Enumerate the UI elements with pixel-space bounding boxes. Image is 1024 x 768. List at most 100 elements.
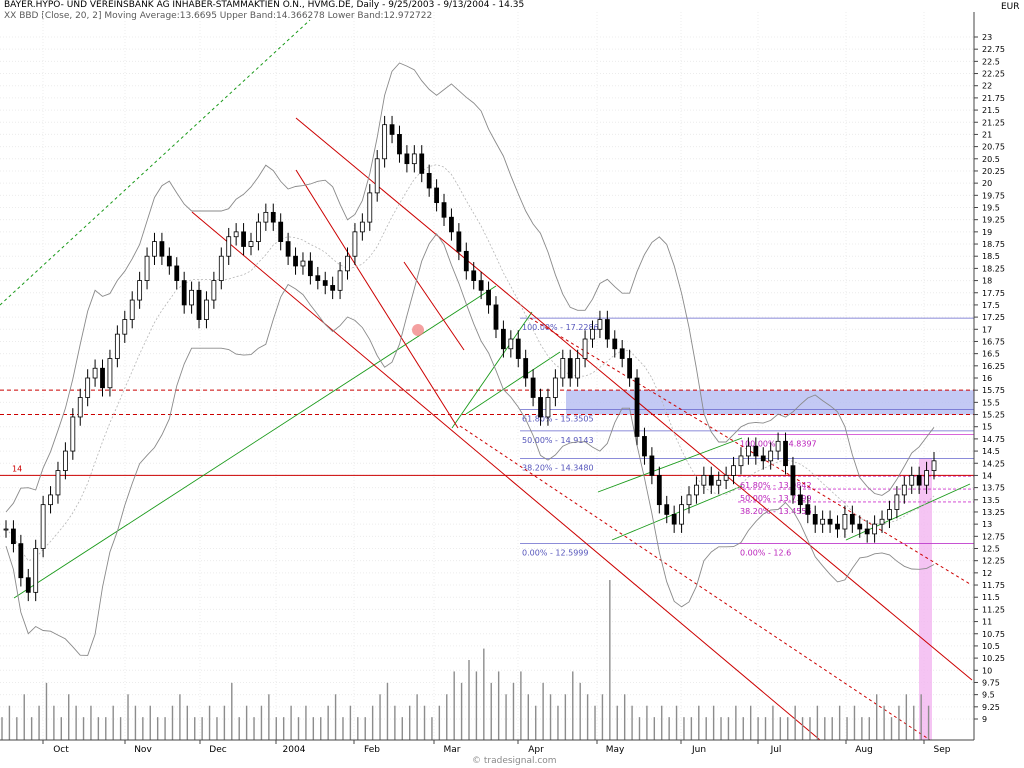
candle-body: [931, 460, 937, 471]
y-axis: 23 22.75 22.5 22.25 22 21.75 21.5 21.25 21 20.75 2…: [973, 12, 1005, 740]
y-tick-label: 13.25: [982, 508, 1005, 517]
candle-body: [404, 153, 410, 165]
candle-body: [612, 338, 618, 350]
x-tick-label: Oct: [53, 745, 69, 755]
x-tick-label: Apr: [528, 745, 544, 755]
candle-body: [389, 124, 395, 135]
candle-body: [100, 367, 105, 389]
y-tick-label: 18.25: [982, 264, 1005, 273]
candle-body: [48, 494, 53, 506]
candle-body: [686, 494, 692, 506]
candle-body: [597, 319, 603, 330]
trend-channels: [0, 19, 973, 741]
y-tick-label: 16.25: [982, 362, 1005, 371]
candle-body: [300, 260, 306, 267]
y-tick-label: 19.25: [982, 216, 1005, 225]
candle-body: [77, 397, 83, 418]
candle-body: [204, 299, 209, 320]
y-tick-label: 12.75: [982, 532, 1005, 541]
fib-label: 0.00% - 12.5999: [522, 549, 588, 558]
y-tick-label: 13: [982, 520, 992, 529]
y-tick-label: 15.75: [982, 386, 1005, 395]
candle-body: [590, 328, 595, 340]
y-tick-label: 15.25: [982, 411, 1005, 420]
candle-body: [411, 153, 417, 165]
trend-line: [191, 211, 821, 741]
candle-body: [456, 231, 462, 252]
y-tick-label: 21.25: [982, 118, 1005, 127]
fib-label: 38.20% - 13.4556: [740, 507, 812, 516]
bollinger-bands: [5, 62, 935, 656]
candle-body: [560, 358, 566, 379]
candle-body: [122, 319, 128, 335]
candle-body: [842, 514, 848, 530]
marker-dot: [412, 324, 424, 336]
x-tick-label: Nov: [134, 745, 152, 755]
candle-body: [55, 470, 61, 496]
y-tick-label: 13.75: [982, 484, 1005, 493]
upper-band: [5, 62, 935, 513]
y-tick-label: 17.25: [982, 313, 1005, 322]
candle-body: [634, 377, 640, 437]
candle-body: [337, 270, 343, 291]
fib-label: 38.20% - 14.3480: [522, 463, 594, 472]
candle-body: [649, 455, 655, 476]
y-tick-label: 13.5: [982, 496, 1000, 505]
candle-body: [723, 475, 729, 481]
credit-label: © tradesignal.com: [472, 756, 557, 766]
horizontal-line-label: 14: [12, 464, 22, 473]
candle-body: [181, 280, 187, 306]
y-tick-label: 14.75: [982, 435, 1005, 444]
y-tick-label: 12.25: [982, 557, 1005, 566]
candle-body: [790, 465, 796, 496]
candle-body: [285, 241, 291, 257]
candle-body: [879, 518, 885, 525]
y-tick-label: 12.5: [982, 545, 1000, 554]
y-tick-label: 17: [982, 325, 992, 334]
candle-body: [278, 221, 284, 243]
candle-body: [530, 377, 536, 398]
trend-line: [295, 117, 973, 681]
candle-body: [374, 158, 380, 194]
candle-body: [523, 358, 529, 379]
trend-line: [13, 285, 497, 599]
candle-body: [849, 514, 855, 525]
candle-body: [426, 172, 432, 189]
candle-body: [293, 255, 298, 267]
candle-body: [508, 338, 514, 350]
candle-body: [33, 548, 39, 593]
candle-body: [85, 377, 91, 398]
candle-body: [478, 280, 484, 291]
candle-body: [604, 319, 610, 340]
candle-body: [768, 450, 774, 462]
trend-line: [0, 19, 311, 306]
candle-body: [694, 484, 699, 496]
candle-body: [129, 299, 135, 320]
trend-line: [611, 485, 743, 541]
candle-body: [352, 231, 358, 257]
y-tick-label: 18.5: [982, 252, 1000, 261]
candle-body: [359, 221, 365, 233]
fib-label: 61.80% - 15.3505: [522, 415, 594, 424]
candle-body: [567, 358, 573, 379]
y-tick-label: 22.25: [982, 70, 1005, 79]
candle-body: [471, 270, 477, 281]
fib-label: 0.00% - 12.6: [740, 549, 791, 558]
y-tick-label: 19.75: [982, 191, 1005, 200]
candle-body: [114, 333, 120, 359]
candle-body: [656, 475, 662, 506]
candle-body: [322, 280, 328, 286]
y-tick-label: 18.75: [982, 240, 1005, 249]
y-tick-label: 12: [982, 569, 992, 578]
candle-body: [11, 528, 16, 545]
candle-body: [582, 338, 588, 359]
moving-average: [5, 164, 935, 562]
candle-body: [872, 523, 878, 535]
y-tick-label: 20.75: [982, 143, 1005, 152]
y-tick-label: 18: [982, 277, 992, 286]
candle-body: [25, 577, 31, 593]
price-series: [3, 115, 937, 602]
x-tick-label: Sep: [934, 745, 951, 755]
y-tick-label: 23: [982, 33, 992, 42]
